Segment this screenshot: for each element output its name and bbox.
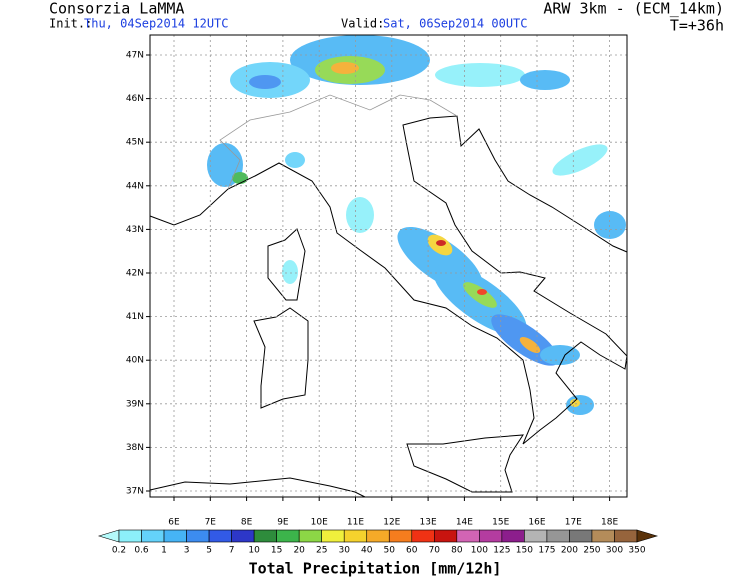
colorbar-label: 40 bbox=[361, 546, 373, 556]
lat-label: 40N bbox=[126, 356, 144, 366]
colorbar-label: 250 bbox=[583, 546, 600, 556]
colorbar-box bbox=[614, 529, 638, 543]
colorbar-label: 3 bbox=[184, 546, 190, 556]
colorbar-box bbox=[208, 529, 232, 543]
lat-label: 38N bbox=[126, 443, 144, 453]
colorbar-label: 70 bbox=[429, 546, 441, 556]
map-frame bbox=[149, 34, 628, 498]
init-time: Thu, 04Sep2014 12UTC bbox=[84, 17, 229, 31]
lon-label: 16E bbox=[528, 518, 545, 528]
lat-label: 46N bbox=[126, 94, 144, 104]
colorbar-label: 7 bbox=[229, 546, 235, 556]
legend-title: Total Precipitation [mm/12h] bbox=[249, 560, 502, 578]
valid-time: Sat, 06Sep2014 00UTC bbox=[383, 17, 528, 31]
colorbar-label: 0.2 bbox=[112, 546, 126, 556]
colorbar-box bbox=[118, 529, 142, 543]
colorbar-end bbox=[97, 529, 120, 543]
init-label: Init.: bbox=[49, 17, 92, 31]
colorbar-box bbox=[501, 529, 525, 543]
colorbar: 0.2 0.6 1 3 5 7 10 15 20 25 30 40 50 60 70 80 100 125 150 1… bbox=[97, 529, 659, 556]
colorbar-label: 1 bbox=[161, 546, 167, 556]
graticule: 47N 46N 45N 44N 43N 42N 41N 40N 39N 38N 37N 6E 7E 8E 9… bbox=[126, 35, 627, 528]
lon-label: 12E bbox=[383, 518, 400, 528]
colorbar-box bbox=[186, 529, 210, 543]
lon-label: 8E bbox=[241, 518, 253, 528]
colorbar-box bbox=[163, 529, 187, 543]
colorbar-label: 80 bbox=[451, 546, 463, 556]
lat-label: 41N bbox=[126, 312, 144, 322]
model: ARW 3km - (ECM_14km) bbox=[543, 0, 724, 18]
colorbar-label: 125 bbox=[493, 546, 510, 556]
colorbar-box bbox=[298, 529, 322, 543]
colorbar-box bbox=[569, 529, 593, 543]
colorbar-box bbox=[343, 529, 368, 543]
colorbar-box bbox=[366, 529, 390, 543]
colorbar-label: 30 bbox=[338, 546, 350, 556]
lon-label: 15E bbox=[492, 518, 509, 528]
colorbar-label: 300 bbox=[606, 546, 623, 556]
colorbar-label: 60 bbox=[406, 546, 418, 556]
colorbar-box bbox=[231, 529, 255, 543]
colorbar-box bbox=[321, 529, 345, 543]
colorbar-label: 0.6 bbox=[134, 546, 149, 556]
lat-label: 37N bbox=[126, 487, 144, 497]
lon-label: 13E bbox=[420, 518, 437, 528]
lon-label: 6E bbox=[168, 518, 180, 528]
colorbar-box bbox=[524, 529, 548, 543]
lead-time: T=+36h bbox=[670, 17, 724, 35]
colorbar-end bbox=[636, 529, 659, 543]
colorbar-box bbox=[456, 529, 480, 543]
colorbar-label: 20 bbox=[293, 546, 305, 556]
lon-label: 18E bbox=[601, 518, 618, 528]
precipitation bbox=[207, 35, 626, 415]
colorbar-box bbox=[546, 529, 570, 543]
colorbar-box bbox=[591, 529, 615, 543]
colorbar-label: 25 bbox=[316, 546, 327, 556]
colorbar-label: 175 bbox=[538, 546, 555, 556]
colorbar-label: 5 bbox=[206, 546, 212, 556]
colorbar-box bbox=[411, 529, 435, 543]
valid-label: Valid: bbox=[341, 17, 384, 31]
coastlines bbox=[149, 94, 628, 498]
colorbar-box bbox=[276, 529, 300, 543]
colorbar-box bbox=[253, 529, 277, 543]
lon-label: 14E bbox=[456, 518, 473, 528]
lon-label: 17E bbox=[565, 518, 582, 528]
lat-label: 42N bbox=[126, 269, 144, 279]
colorbar-label: 100 bbox=[471, 546, 488, 556]
colorbar-box bbox=[388, 529, 413, 543]
colorbar-box bbox=[141, 529, 165, 543]
lat-label: 43N bbox=[126, 225, 144, 235]
lon-label: 11E bbox=[347, 518, 364, 528]
colorbar-label: 10 bbox=[248, 546, 260, 556]
lon-label: 7E bbox=[205, 518, 217, 528]
colorbar-label: 350 bbox=[628, 546, 645, 556]
lat-label: 45N bbox=[126, 138, 144, 148]
lon-label: 9E bbox=[277, 518, 289, 528]
colorbar-box bbox=[434, 529, 458, 543]
colorbar-label: 200 bbox=[561, 546, 578, 556]
lat-label: 47N bbox=[126, 51, 144, 61]
lat-label: 39N bbox=[126, 399, 144, 409]
colorbar-label: 15 bbox=[271, 546, 282, 556]
org: Consorzia LaMMA bbox=[49, 0, 184, 18]
colorbar-box bbox=[479, 529, 503, 543]
lon-label: 10E bbox=[311, 518, 328, 528]
colorbar-label: 50 bbox=[384, 546, 396, 556]
colorbar-label: 150 bbox=[516, 546, 533, 556]
lat-label: 44N bbox=[126, 181, 144, 191]
